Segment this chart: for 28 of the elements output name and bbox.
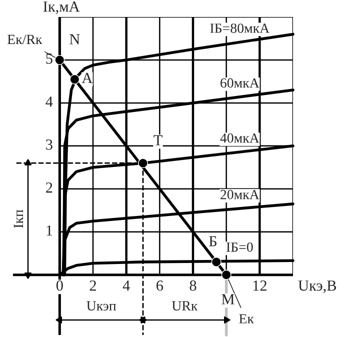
- x-axis-title: Uкэ,В: [298, 280, 336, 293]
- annotation: Eк: [239, 314, 254, 324]
- y-tick-label: 2: [46, 182, 52, 193]
- annotation: Uкэп: [86, 301, 116, 311]
- y-axis-title: Iк,мА: [43, 2, 80, 14]
- series-label: 60мкА: [220, 78, 260, 88]
- series-label: 40мкА: [220, 133, 260, 143]
- annotation: Iкп: [14, 210, 24, 228]
- annotation: M: [222, 294, 234, 304]
- y-tick-label: 1: [46, 225, 52, 236]
- y-tick-label: 3: [46, 139, 52, 150]
- x-tick-label: 2: [90, 280, 96, 291]
- x-tick-label: 4: [122, 280, 130, 291]
- y-tick-label: 5: [46, 54, 52, 64]
- x-tick-label: 8: [190, 280, 196, 291]
- annotation: N: [70, 34, 80, 44]
- x-tick-label: 0: [56, 280, 63, 291]
- annotation: URк: [172, 301, 198, 311]
- x-tick-label: 12: [253, 280, 266, 291]
- annotation: Eк/Rк: [8, 34, 42, 44]
- series-label: 20мкА: [220, 190, 260, 200]
- series-label: IБ=0: [226, 242, 253, 252]
- y-tick-label: 4: [46, 96, 53, 107]
- x-tick-label: 6: [156, 280, 164, 291]
- series-label: IБ=80мкА: [210, 24, 270, 33]
- annotation: T: [154, 135, 162, 146]
- annotation: Б: [209, 236, 216, 246]
- annotation: A: [82, 72, 93, 83]
